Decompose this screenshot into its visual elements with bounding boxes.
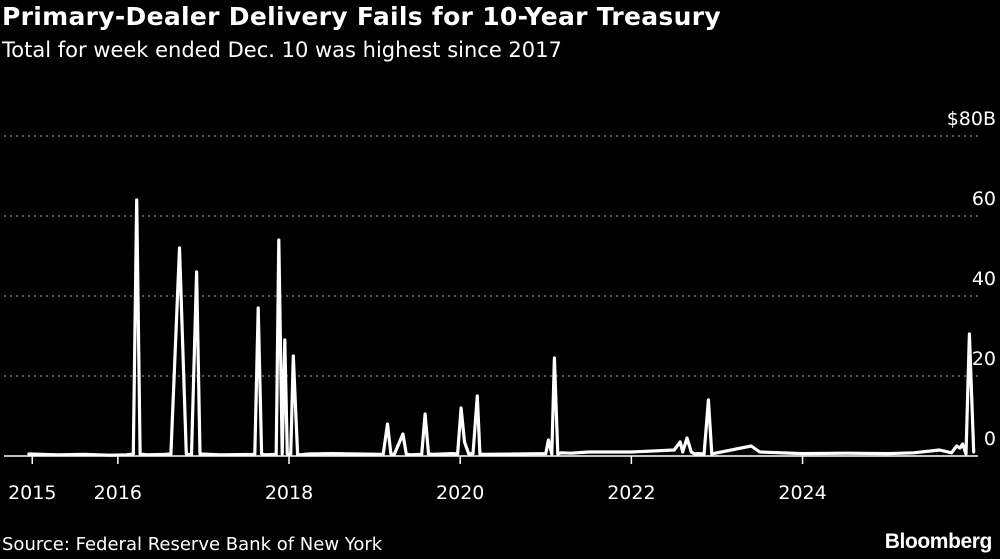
series-line (27, 198, 976, 457)
y-tick-label: 60 (972, 188, 996, 210)
gridlines (4, 135, 978, 377)
x-tick-label: 2022 (607, 482, 655, 504)
x-tick-label: 2018 (265, 482, 313, 504)
axes: 0 20 40 60 $80B 2015 2016 2018 2020 2022 2024 (4, 108, 996, 504)
x-tick-label: 2015 (8, 482, 56, 504)
x-tick-label: 2024 (778, 482, 826, 504)
y-tick-label: 0 (984, 428, 996, 450)
chart-title: Primary-Dealer Delivery Fails for 10-Yea… (2, 2, 721, 31)
series-layer (27, 198, 976, 457)
chart-subtitle: Total for week ended Dec. 10 was highest… (2, 38, 562, 62)
x-tick-label: 2016 (94, 482, 142, 504)
y-tick-label: 40 (972, 268, 996, 290)
x-tick-label: 2020 (436, 482, 484, 504)
source-note: Source: Federal Reserve Bank of New York (2, 534, 383, 555)
y-tick-label: 20 (972, 348, 996, 370)
bloomberg-logo: Bloomberg (884, 530, 993, 553)
y-tick-label: $80B (947, 108, 996, 130)
